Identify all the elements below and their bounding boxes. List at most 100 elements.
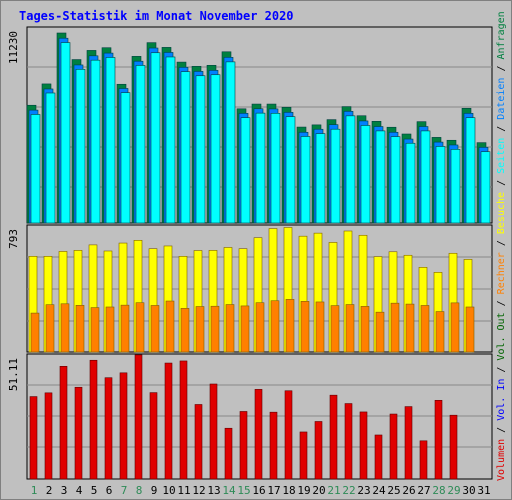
bar-volumen-day-21 <box>329 394 338 480</box>
bar-rechner-day-7 <box>120 304 130 353</box>
x-tick-label-18: 18 <box>282 484 295 497</box>
legend-item-10: Seiten <box>496 138 507 174</box>
volume-max-label: 51.11 <box>7 358 20 391</box>
legend-item-4: Vol. Out <box>496 312 507 360</box>
bar-rechner-day-15 <box>240 305 250 353</box>
bar-seiten-day-31 <box>480 151 491 224</box>
bar-rechner-day-25 <box>390 302 400 353</box>
bar-volumen-day-4 <box>74 386 83 480</box>
bar-seiten-day-10 <box>165 56 176 224</box>
bar-rechner-day-30 <box>465 306 475 353</box>
bar-rechner-day-10 <box>165 300 175 353</box>
bar-volumen-day-9 <box>149 392 158 480</box>
bar-volumen-day-25 <box>389 413 398 480</box>
x-tick-label-8: 8 <box>136 484 143 497</box>
bar-volumen-day-1 <box>29 396 38 480</box>
bar-volumen-day-20 <box>314 421 323 480</box>
bar-seiten-day-27 <box>420 130 431 224</box>
legend-item-7: / <box>496 234 507 252</box>
bar-seiten-day-24 <box>375 130 386 224</box>
x-tick-label-9: 9 <box>151 484 158 497</box>
bar-rechner-day-13 <box>210 305 220 353</box>
bar-rechner-day-1 <box>30 312 40 353</box>
bar-seiten-day-16 <box>255 112 266 224</box>
bar-volumen-day-3 <box>59 366 68 480</box>
bar-rechner-day-19 <box>300 301 310 353</box>
bar-seiten-day-9 <box>150 52 161 224</box>
bar-seiten-day-4 <box>75 69 86 224</box>
bar-seiten-day-15 <box>240 117 251 224</box>
bar-seiten-day-13 <box>210 74 221 224</box>
bar-seiten-day-17 <box>270 113 281 224</box>
bar-seiten-day-7 <box>120 92 131 224</box>
x-tick-label-25: 25 <box>387 484 400 497</box>
bar-seiten-day-3 <box>60 42 71 224</box>
bar-volumen-day-11 <box>179 360 188 480</box>
bar-rechner-day-6 <box>105 306 115 353</box>
legend-item-0: Volumen <box>496 439 507 481</box>
bar-volumen-day-2 <box>44 392 53 480</box>
bar-volumen-day-17 <box>269 411 278 480</box>
bar-rechner-day-18 <box>285 299 295 353</box>
x-tick-label-26: 26 <box>402 484 415 497</box>
series-legend: Volumen / Vol. In / Vol. Out / Rechner /… <box>496 11 507 481</box>
x-tick-label-28: 28 <box>432 484 445 497</box>
bar-volumen-day-13 <box>209 383 218 480</box>
x-tick-label-31: 31 <box>477 484 490 497</box>
x-tick-label-7: 7 <box>121 484 128 497</box>
bar-seiten-day-6 <box>105 57 116 224</box>
x-tick-label-10: 10 <box>162 484 175 497</box>
bar-seiten-day-25 <box>390 136 401 224</box>
bar-seiten-day-11 <box>180 71 191 224</box>
bar-rechner-day-20 <box>315 301 325 353</box>
bar-seiten-day-30 <box>465 117 476 224</box>
bar-rechner-day-23 <box>360 306 370 353</box>
bar-rechner-day-17 <box>270 300 280 353</box>
bar-volumen-day-23 <box>359 411 368 480</box>
x-tick-label-27: 27 <box>417 484 430 497</box>
bar-seiten-day-19 <box>300 136 311 224</box>
bar-rechner-day-28 <box>435 311 445 353</box>
x-tick-label-29: 29 <box>447 484 460 497</box>
bar-rechner-day-16 <box>255 302 265 353</box>
visits-max-label: 793 <box>7 229 20 249</box>
legend-item-9: / <box>496 174 507 192</box>
x-tick-label-15: 15 <box>237 484 250 497</box>
bar-seiten-day-29 <box>450 149 461 224</box>
x-tick-label-12: 12 <box>192 484 205 497</box>
bar-seiten-day-2 <box>45 92 56 224</box>
traffic-max-label: 11230 <box>7 31 20 64</box>
legend-item-11: / <box>496 120 507 138</box>
x-tick-label-20: 20 <box>312 484 325 497</box>
x-tick-label-24: 24 <box>372 484 386 497</box>
bar-rechner-day-5 <box>90 307 100 353</box>
bar-rechner-day-3 <box>60 303 70 353</box>
bar-volumen-day-5 <box>89 359 98 480</box>
x-tick-label-4: 4 <box>76 484 83 497</box>
bar-seiten-day-20 <box>315 133 326 224</box>
chart-title: Tages-Statistik im Monat November 2020 <box>19 9 294 23</box>
x-tick-label-17: 17 <box>267 484 280 497</box>
x-tick-label-1: 1 <box>31 484 38 497</box>
bar-volumen-day-18 <box>284 390 293 480</box>
bar-volumen-day-19 <box>299 431 308 480</box>
bar-rechner-day-11 <box>180 308 190 353</box>
bar-seiten-day-8 <box>135 65 146 224</box>
bar-volumen-day-29 <box>449 414 458 480</box>
bar-volumen-day-22 <box>344 403 353 480</box>
x-tick-label-13: 13 <box>207 484 220 497</box>
legend-item-12: Dateien <box>496 78 507 120</box>
x-tick-label-21: 21 <box>327 484 340 497</box>
bar-volumen-day-15 <box>239 411 248 480</box>
x-tick-label-14: 14 <box>222 484 236 497</box>
legend-item-5: / <box>496 294 507 312</box>
bar-seiten-day-5 <box>90 59 101 224</box>
bar-seiten-day-14 <box>225 61 236 224</box>
bar-seiten-day-22 <box>345 115 356 224</box>
bar-rechner-day-21 <box>330 305 340 353</box>
x-tick-label-30: 30 <box>462 484 475 497</box>
x-tick-label-2: 2 <box>46 484 53 497</box>
x-tick-label-6: 6 <box>106 484 113 497</box>
bar-seiten-day-28 <box>435 146 446 224</box>
